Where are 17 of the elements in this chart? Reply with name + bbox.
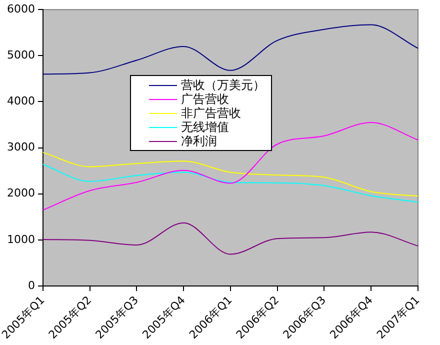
legend-label: 无线增值 <box>181 120 229 134</box>
y-tick-label: 0 <box>28 278 35 292</box>
line-series <box>42 152 418 197</box>
y-tick-label: 2000 <box>6 186 35 200</box>
line-series <box>42 222 418 255</box>
y-tick-label: 4000 <box>6 94 35 108</box>
legend-label: 广告营收 <box>181 92 229 106</box>
legend-label: 净利润 <box>181 134 217 148</box>
line-series <box>42 164 418 203</box>
line-series <box>42 24 418 75</box>
y-tick-label: 5000 <box>6 48 35 62</box>
line-series <box>42 122 418 211</box>
legend-label: 非广告营收 <box>181 106 241 120</box>
legend-label: 营收（万美元） <box>181 78 265 92</box>
y-tick-label: 1000 <box>6 232 35 246</box>
y-tick-label: 6000 <box>6 2 35 16</box>
y-tick-label: 3000 <box>6 140 35 154</box>
